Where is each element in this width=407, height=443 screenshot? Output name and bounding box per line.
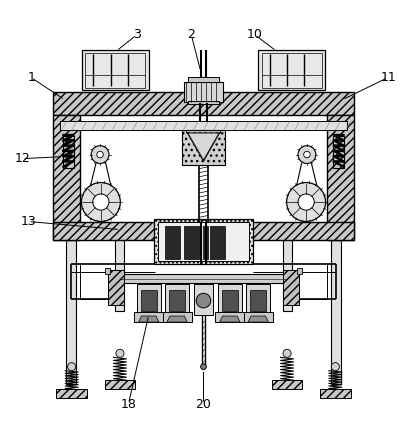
Bar [137,284,161,315]
Bar [184,226,199,259]
Bar [210,226,225,259]
Bar [108,270,125,305]
Bar [188,101,219,104]
Bar [184,82,223,102]
Bar [297,268,302,274]
Bar [165,226,180,259]
Bar [218,284,242,315]
Bar [203,226,208,259]
Circle shape [68,363,76,371]
Bar [53,92,354,115]
Circle shape [304,152,310,158]
Text: 18: 18 [120,397,136,411]
Circle shape [97,152,103,158]
Bar [282,270,299,305]
Bar [63,136,74,167]
Circle shape [116,349,124,358]
Bar [116,240,125,311]
Bar [258,50,325,90]
Text: 12: 12 [14,152,30,165]
Circle shape [298,194,314,210]
Bar [53,115,80,240]
Circle shape [298,146,316,163]
Bar [105,268,110,274]
Bar [194,284,213,315]
Circle shape [93,194,109,210]
Circle shape [91,146,109,163]
Bar [53,222,354,240]
Text: 1: 1 [27,71,35,84]
Polygon shape [188,133,219,160]
Bar [282,240,291,311]
Polygon shape [248,316,268,322]
Bar [188,77,219,82]
Circle shape [81,183,120,222]
Circle shape [196,293,211,308]
Bar [158,222,249,261]
Bar [320,389,351,398]
Bar [333,136,344,167]
Text: 13: 13 [20,215,36,228]
Bar [141,291,157,311]
Bar [271,380,302,389]
Bar [331,240,341,384]
Polygon shape [220,316,240,322]
Bar [246,284,270,315]
Polygon shape [139,316,159,322]
Bar [250,291,266,311]
Circle shape [287,183,326,222]
Bar [165,284,189,315]
Bar [120,274,287,283]
Bar [105,380,136,389]
Bar [244,312,273,322]
Circle shape [283,349,291,358]
Bar [327,115,354,240]
Bar [82,50,149,90]
Circle shape [201,364,206,369]
Text: 11: 11 [380,71,396,84]
Polygon shape [167,316,187,322]
Bar [59,121,348,130]
Bar [222,291,238,311]
Bar [85,53,145,88]
Bar [56,389,87,398]
Bar [162,312,192,322]
Bar [66,240,76,384]
Polygon shape [186,132,221,161]
Bar [215,312,245,322]
Text: 10: 10 [247,28,263,41]
Text: 3: 3 [133,28,140,41]
Bar [134,312,163,322]
Text: 20: 20 [195,397,212,411]
Bar [154,219,253,264]
Bar [262,53,322,88]
Bar [182,130,225,165]
Text: 2: 2 [187,28,195,41]
Bar [169,291,185,311]
Circle shape [331,363,339,371]
